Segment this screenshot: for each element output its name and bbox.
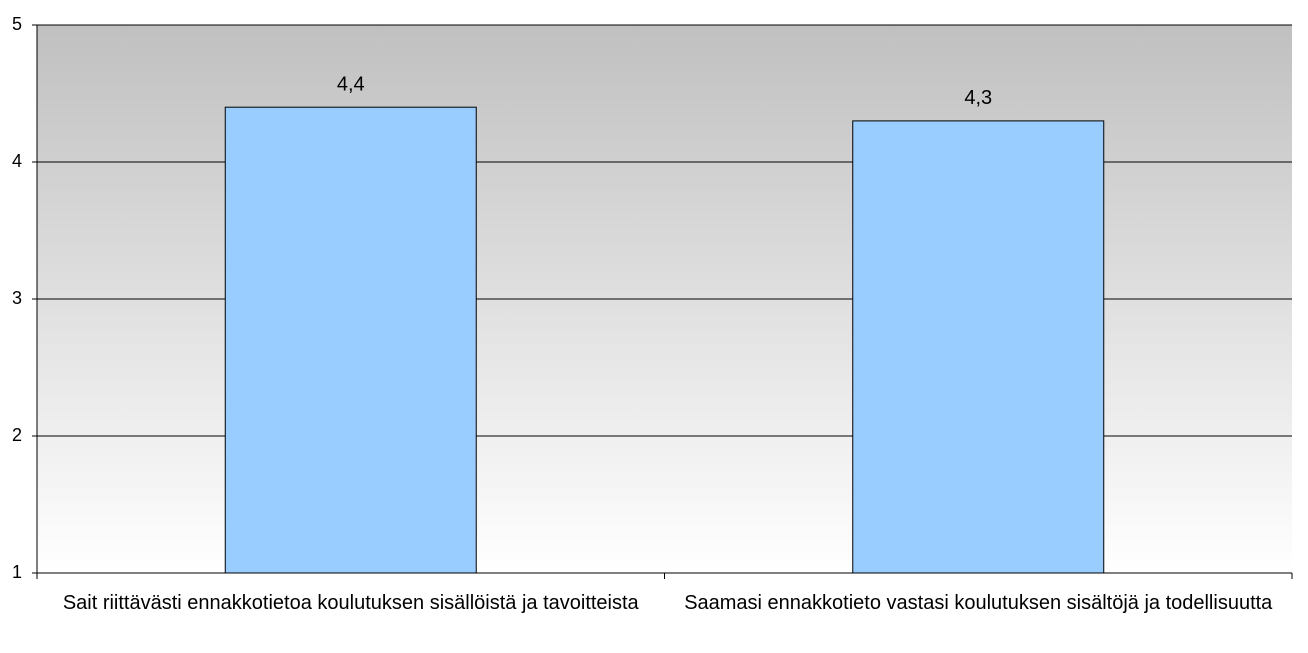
bar [224, 106, 477, 574]
y-tick-label: 5 [12, 14, 22, 34]
x-tick-label: Sait riittävästi ennakkotietoa koulutuks… [62, 592, 639, 614]
value-label: 4,4 [337, 73, 365, 95]
y-tick-label: 3 [12, 288, 22, 308]
bar [852, 120, 1105, 574]
y-tick-label: 1 [12, 562, 22, 582]
y-tick-label: 2 [12, 425, 22, 445]
value-label: 4,3 [964, 87, 992, 109]
y-tick-label: 4 [12, 151, 22, 171]
x-tick-label: Saamasi ennakkotieto vastasi koulutuksen… [684, 592, 1273, 614]
